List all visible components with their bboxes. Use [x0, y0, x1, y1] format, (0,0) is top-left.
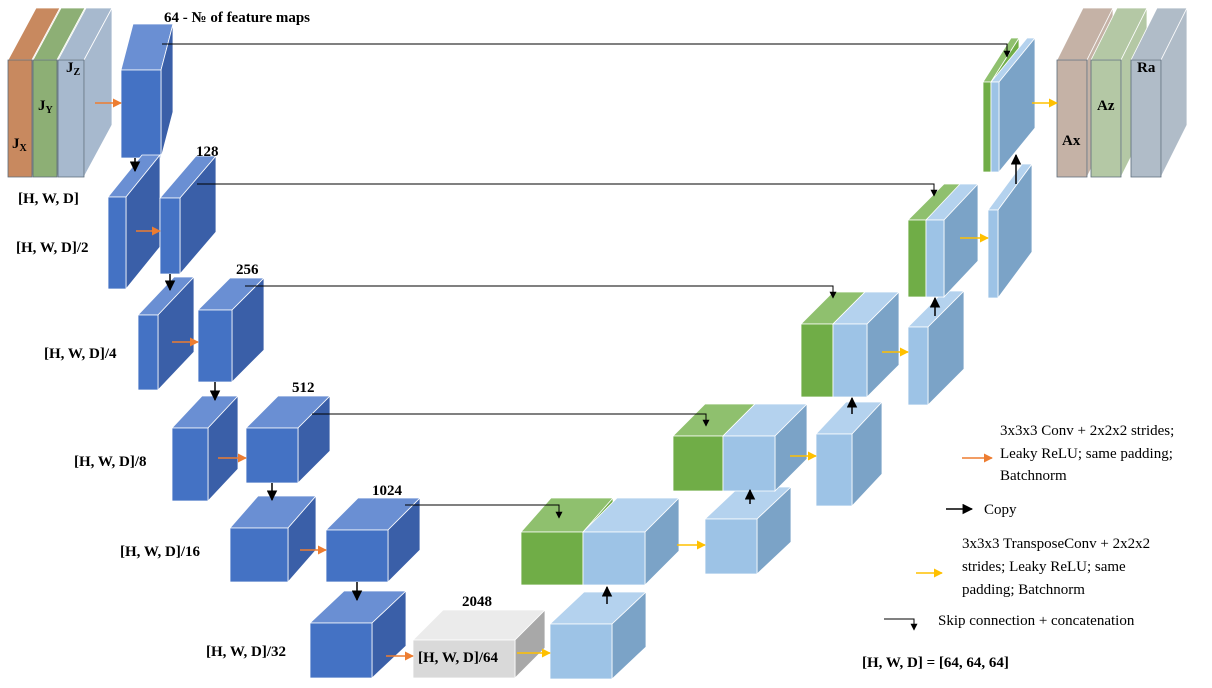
legend-conv-line1: 3x3x3 Conv + 2x2x2 strides; [1000, 423, 1174, 439]
decoder-level1-concat-front [990, 81, 1000, 173]
legend-transpose-line3: padding; Batchnorm [962, 582, 1085, 598]
decoder-level3-upsampled [907, 290, 965, 406]
decoder-level4-skip-front [672, 435, 724, 492]
encoder-level5-block-b-front [325, 529, 389, 583]
resolution-label-2: [H, W, D]/2 [16, 240, 89, 256]
decoder-level4-concat-front [722, 435, 776, 492]
channel-label-256: 256 [236, 262, 259, 278]
skip-connection-level3 [245, 285, 837, 299]
decoder-level1-concat [990, 36, 1036, 174]
decoder-level5-concat-front [582, 531, 646, 586]
legend-copy-text: Copy [984, 502, 1017, 518]
resolution-label-4: [H, W, D]/4 [44, 346, 117, 362]
output-ra-plane-front [1130, 59, 1162, 178]
channel-label-128: 128 [196, 144, 219, 160]
encoder-level4-block-b-front [245, 427, 299, 484]
decoder-level5-skip-front [520, 531, 584, 586]
decoder-level4-upsampled-front [815, 433, 853, 507]
encoder-level5-block-b [325, 497, 421, 583]
output-ra-label: Ra [1137, 60, 1156, 76]
encoder-level3-block-a [137, 275, 195, 392]
legend: 3x3x3 Conv + 2x2x2 strides; Leaky ReLU; … [862, 423, 1174, 671]
skip-connection-level1 [162, 43, 1011, 58]
decoder-level5-upsampled [703, 486, 793, 575]
output-ra-plane [1130, 7, 1188, 178]
input-jz-label: JZ [66, 60, 81, 78]
decoder-level4-concat [722, 403, 808, 492]
output-az-label: Az [1097, 98, 1115, 114]
encoder-level3-block-a-front [137, 314, 159, 391]
legend-skip-text: Skip connection + concatenation [938, 613, 1135, 629]
resolution-label-64: [H, W, D]/64 [418, 650, 499, 666]
encoder-level6-block [308, 590, 408, 679]
bottleneck-block [412, 609, 546, 679]
encoder-level2-block-b [159, 154, 217, 276]
encoder-level4-block-a [171, 394, 239, 503]
feature-maps-note: 64 - № of feature maps [164, 10, 310, 26]
output-az-plane-front [1090, 59, 1122, 178]
legend-conv-line3: Batchnorm [1000, 468, 1067, 484]
resolution-label-32: [H, W, D]/32 [206, 644, 286, 660]
input-jx-label: JX [12, 136, 28, 154]
input-jy-label: JY [38, 98, 54, 116]
decoder-level2-upsampled [987, 162, 1033, 300]
encoder-level4-block-a-front [171, 427, 209, 502]
decoder-level2-concat-front [925, 219, 945, 298]
channel-label-1024: 1024 [372, 483, 403, 499]
encoder-level1-block [120, 23, 174, 159]
decoder-level6-upsampled-front [549, 623, 613, 680]
diagram-connectors [95, 43, 1058, 661]
decoder-level3-upsampled-front [907, 326, 929, 406]
decoder-level6-upsampled [548, 591, 648, 680]
encoder-level3-block-b [197, 277, 265, 383]
input-jz-plane-front [57, 59, 85, 178]
decoder-level2-skip-front [907, 219, 927, 298]
encoder-level2-block-b-front [159, 197, 181, 275]
diagram-shapes [7, 7, 1188, 680]
decoder-level2-upsampled-front [987, 209, 999, 299]
legend-skip-arrow [884, 618, 918, 631]
resolution-label-8: [H, W, D]/8 [74, 454, 147, 470]
skip-connection-level5 [405, 504, 563, 519]
bottleneck-block-front [412, 639, 516, 679]
skip-connection-level4 [312, 413, 710, 427]
legend-hwd-definition: [H, W, D] = [64, 64, 64] [862, 655, 1009, 671]
decoder-level3-concat [832, 291, 900, 398]
encoder-level2-block-a [107, 153, 161, 291]
decoder-level5-upsampled-front [704, 518, 758, 575]
legend-conv-line2: Leaky ReLU; same padding; [1000, 446, 1173, 462]
channel-label-512: 512 [292, 380, 315, 396]
output-ax-plane-front [1056, 59, 1088, 178]
encoder-level5-block-a [229, 494, 317, 584]
encoder-level1-block-front [120, 69, 162, 159]
output-ax-label: Ax [1062, 133, 1081, 149]
decoder-level5-concat [582, 497, 680, 586]
resolution-label-1: [H, W, D] [18, 191, 79, 207]
encoder-level2-block-a-front [107, 196, 127, 290]
input-jy-plane-front [32, 59, 58, 178]
encoder-level4-block-b [245, 395, 331, 484]
decoder-level4-upsampled [815, 400, 883, 508]
input-jz-plane [57, 7, 113, 178]
decoder-level1-skip-front [982, 81, 992, 173]
legend-transpose-line1: 3x3x3 TransposeConv + 2x2x2 [962, 536, 1150, 552]
legend-transpose-line2: strides; Leaky ReLU; same [962, 559, 1126, 575]
resolution-label-16: [H, W, D]/16 [120, 544, 201, 560]
decoder-level3-skip-front [800, 323, 834, 398]
decoder-level2-concat [925, 182, 979, 299]
encoder-level3-block-b-front [197, 309, 233, 383]
encoder-level6-block-front [309, 622, 373, 679]
skip-connection-level2 [197, 183, 938, 197]
decoder-level3-concat-front [832, 323, 868, 398]
input-jx-plane-front [7, 59, 33, 178]
channel-label-2048: 2048 [462, 594, 492, 610]
encoder-level5-block-a-front [229, 527, 289, 583]
